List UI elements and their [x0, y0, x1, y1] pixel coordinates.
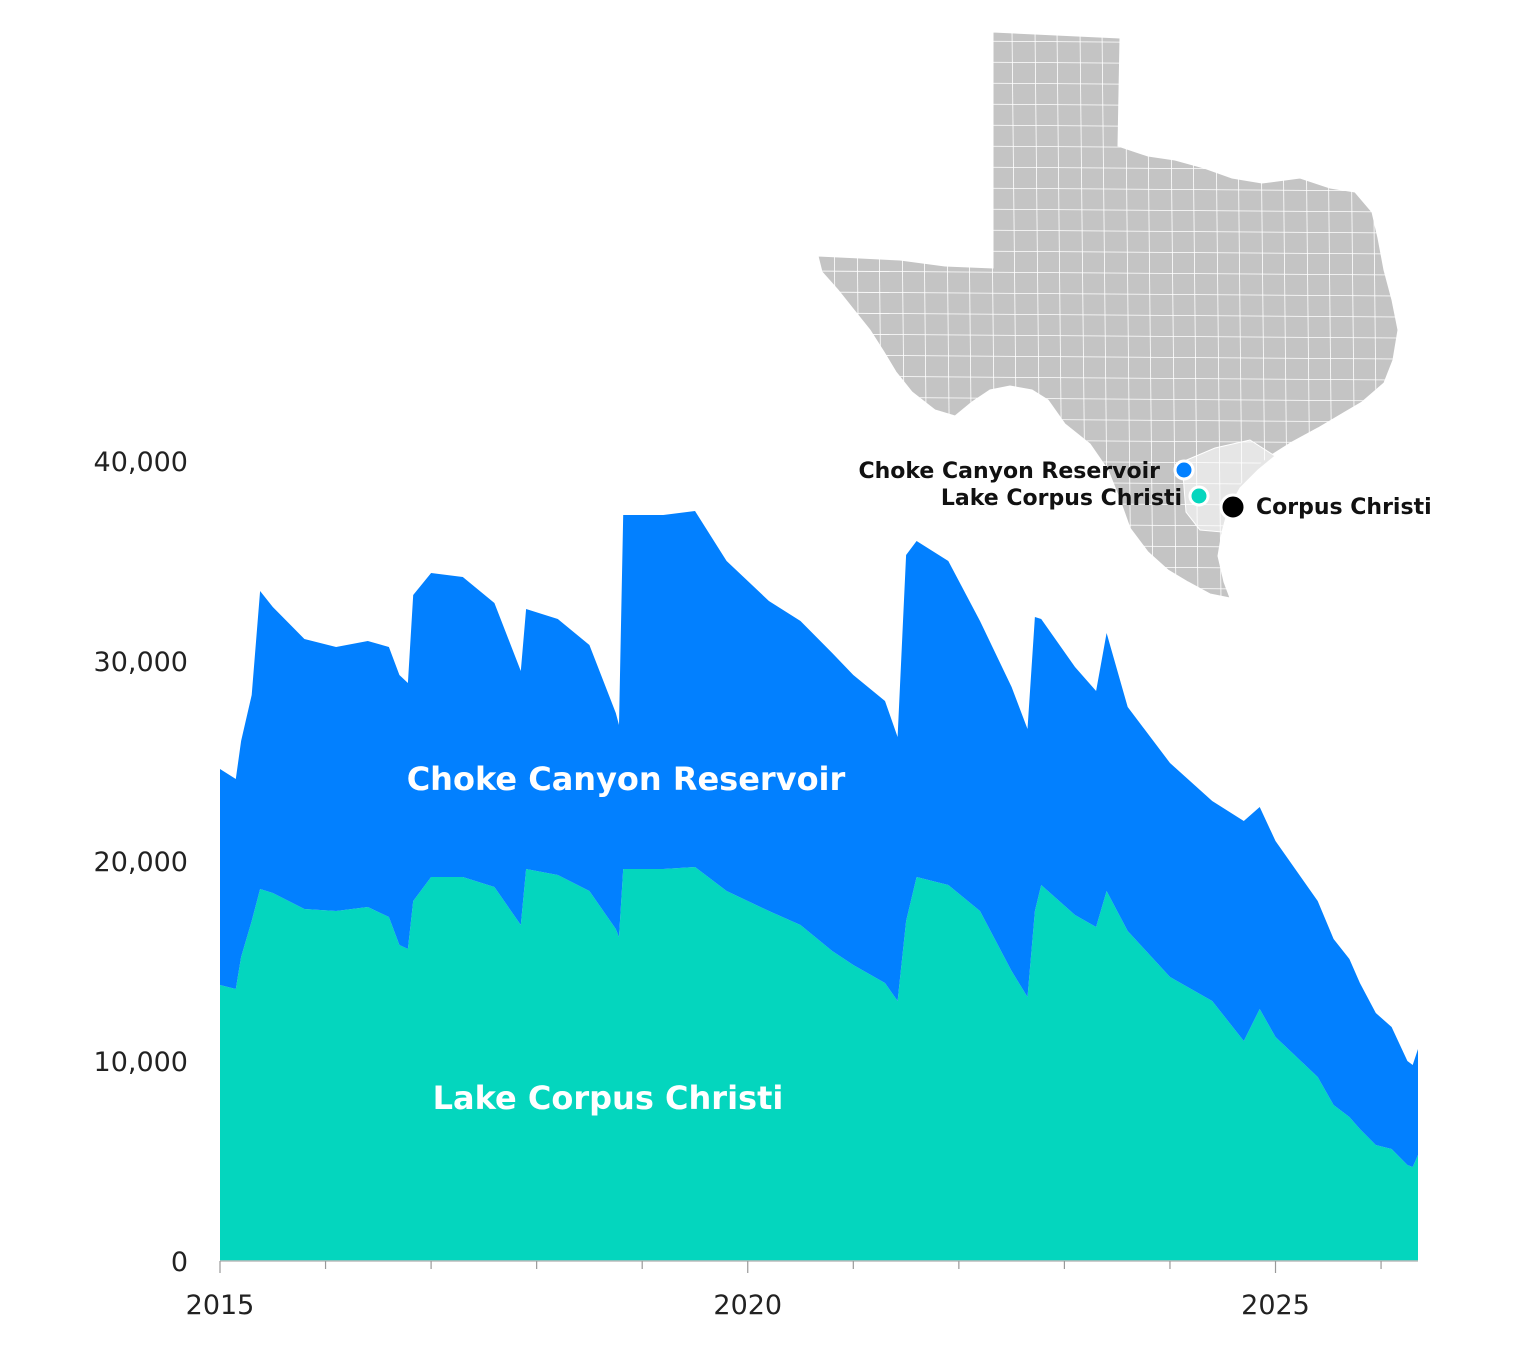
county-line	[818, 312, 1398, 318]
county-line	[831, 32, 839, 598]
map-label-choke-canyon: Choke Canyon Reservoir	[858, 459, 1160, 484]
county-line	[818, 522, 1398, 528]
area-lake-corpus-christi	[220, 867, 1418, 1261]
county-line	[818, 333, 1398, 339]
county-line	[818, 354, 1398, 360]
map-label-corpus-christi: Corpus Christi	[1256, 495, 1432, 520]
x-axis-tick-labels: 2015 2020 2025	[186, 1290, 1310, 1321]
series-label-choke-canyon: Choke Canyon Reservoir	[407, 760, 846, 798]
area-choke-canyon-reservoir	[220, 511, 1418, 1167]
map-label-lake-corpus-christi: Lake Corpus Christi	[941, 486, 1182, 511]
county-line	[810, 30, 816, 600]
x-axis-minor-ticks	[219, 1261, 1382, 1273]
y-tick-label: 20,000	[94, 847, 188, 878]
corpus-christi-marker	[1219, 493, 1247, 521]
y-tick-label: 0	[171, 1247, 188, 1278]
county-line	[818, 291, 1398, 297]
county-line	[818, 564, 1398, 570]
stacked-areas	[220, 511, 1418, 1261]
county-line	[818, 375, 1398, 381]
county-line	[818, 585, 1398, 591]
y-tick-label: 10,000	[94, 1047, 188, 1078]
y-tick-label: 30,000	[94, 647, 188, 678]
x-tick-label: 2015	[186, 1290, 255, 1321]
texas-map-inset: Choke Canyon Reservoir Lake Corpus Chris…	[810, 30, 1432, 600]
county-line	[818, 270, 1398, 276]
choke-canyon-marker	[1173, 459, 1195, 481]
series-label-lake-corpus-christi: Lake Corpus Christi	[433, 1079, 784, 1117]
y-axis-tick-labels: 0 10,000 20,000 30,000 40,000	[94, 447, 188, 1278]
y-tick-label: 40,000	[94, 447, 188, 478]
lake-corpus-christi-marker	[1188, 485, 1210, 507]
county-line	[818, 543, 1398, 549]
x-tick-label: 2020	[713, 1290, 782, 1321]
x-tick-label: 2025	[1241, 1290, 1310, 1321]
